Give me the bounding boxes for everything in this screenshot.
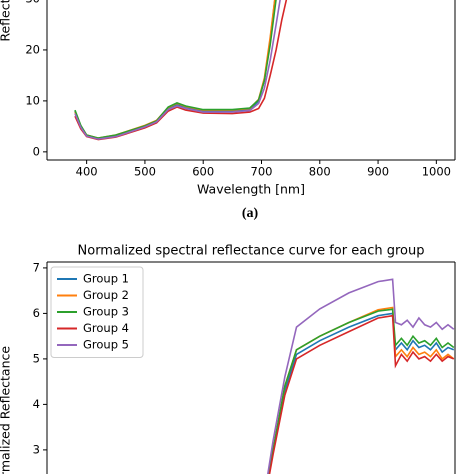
y-axis-label: Normalized Reflectance xyxy=(0,346,13,474)
y-tick-label: 7 xyxy=(33,260,40,274)
x-tick-label: 500 xyxy=(134,165,156,179)
series-line xyxy=(266,278,455,474)
y-tick-label: 3 xyxy=(33,442,40,456)
plot-area xyxy=(74,0,288,141)
y-tick-label: 6 xyxy=(33,306,40,320)
x-tick-label: 700 xyxy=(251,165,273,179)
legend-label: Group 2 xyxy=(83,288,129,302)
y-tick-label: 5 xyxy=(33,351,40,365)
x-tick-label: 900 xyxy=(367,165,389,179)
y-tick-label: 30 xyxy=(25,0,40,5)
legend-box xyxy=(50,266,144,358)
series-line xyxy=(74,0,277,139)
y-tick-label: 20 xyxy=(25,42,40,56)
caption: (a) xyxy=(242,206,259,221)
plot-area xyxy=(266,278,455,474)
x-tick-label: 600 xyxy=(192,165,214,179)
x-tick-label: 1000 xyxy=(422,165,451,179)
y-tick-label: 0 xyxy=(33,144,40,158)
y-tick-label: 10 xyxy=(25,93,40,107)
series-line xyxy=(267,306,455,474)
legend-label: Group 5 xyxy=(83,338,129,352)
x-tick-label: 800 xyxy=(309,165,331,179)
chart-title: Normalized spectral reflectance curve fo… xyxy=(78,244,425,259)
series-line xyxy=(74,0,288,141)
legend-label: Group 1 xyxy=(83,272,129,286)
legend-label: Group 3 xyxy=(83,305,129,319)
series-line xyxy=(74,0,276,139)
y-axis-label: Reflectance xyxy=(0,0,13,42)
series-line xyxy=(267,308,455,474)
series-line xyxy=(267,312,455,474)
series-line xyxy=(74,0,281,140)
x-axis-label: Wavelength [nm] xyxy=(197,182,305,197)
series-line xyxy=(268,314,455,474)
x-tick-label: 400 xyxy=(76,165,98,179)
legend-label: Group 4 xyxy=(83,321,129,335)
series-line xyxy=(74,0,276,140)
y-tick-label: 4 xyxy=(33,397,40,411)
